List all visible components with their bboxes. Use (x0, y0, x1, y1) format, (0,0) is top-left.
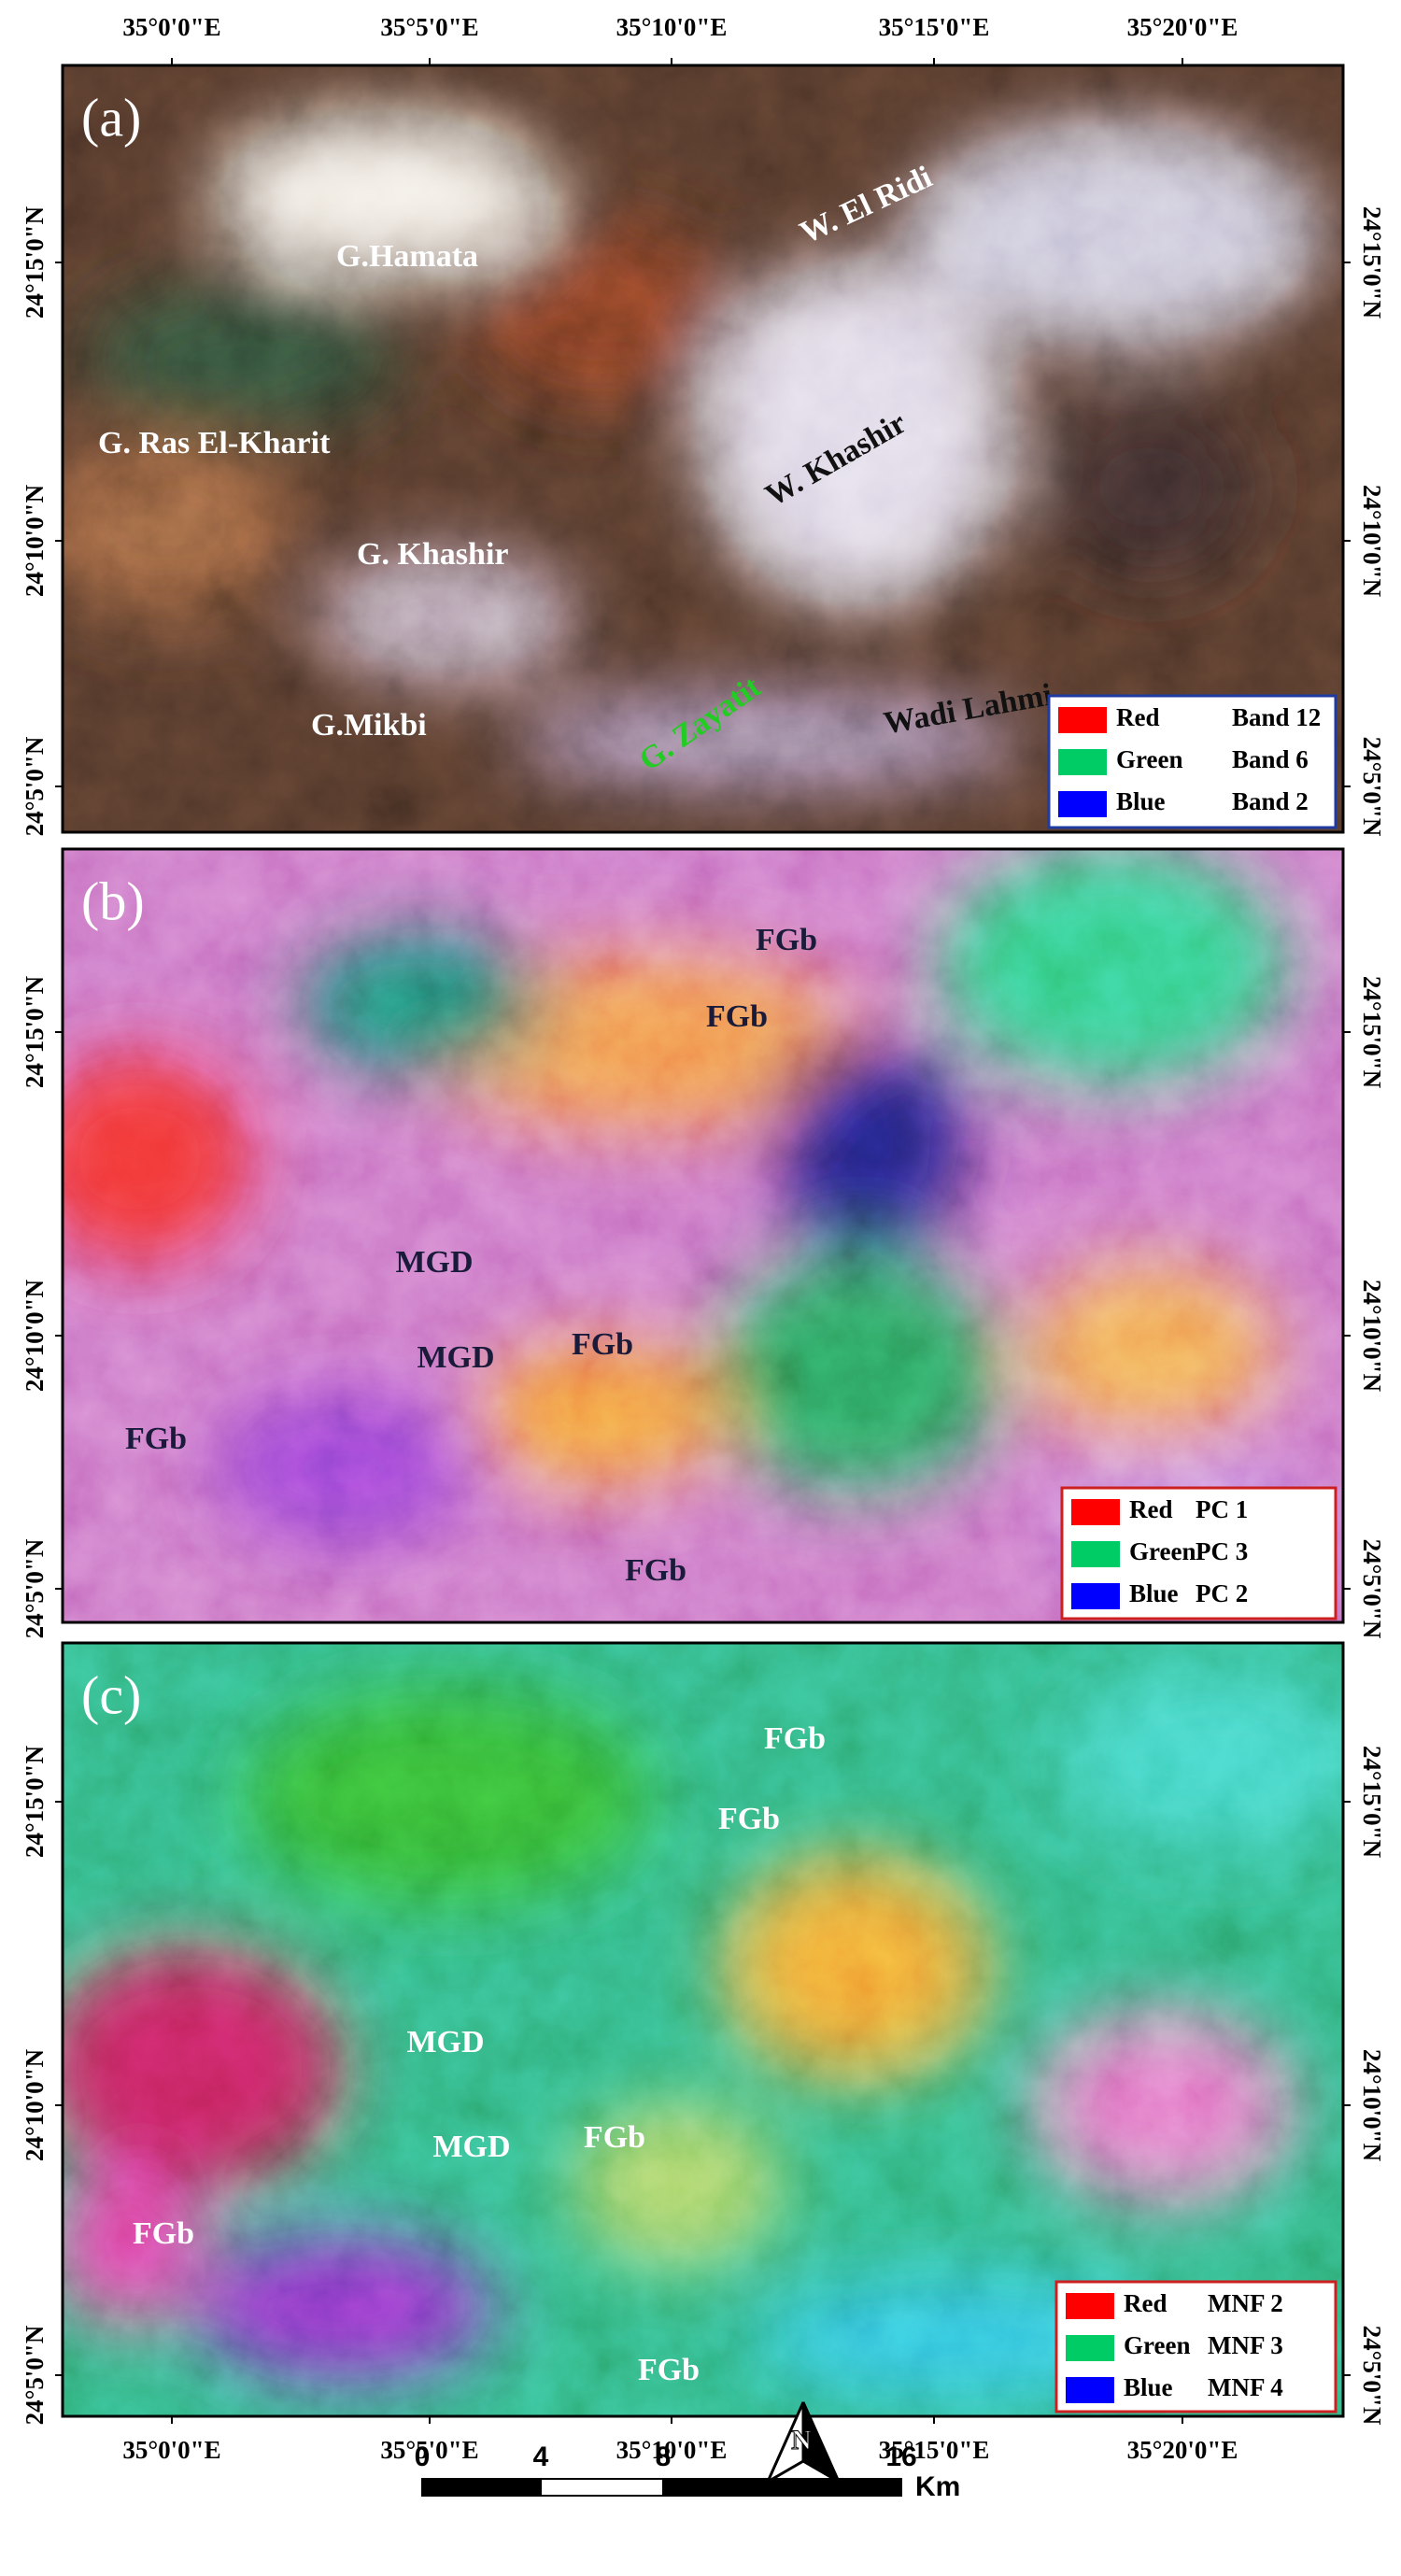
place-label: MGD (395, 1245, 473, 1280)
place-label: FGb (584, 2120, 645, 2155)
legend-channel: Red (1129, 1495, 1173, 1523)
scale-unit: Km (915, 2471, 960, 2502)
place-label: FGb (638, 2353, 700, 2387)
legend-channel: Red (1124, 2289, 1168, 2317)
place-label: FGb (718, 1802, 780, 1836)
place-label: MGD (432, 2130, 510, 2164)
longitude-label: 35°15'0"E (879, 13, 990, 41)
latitude-label: 24°15'0"N (1358, 206, 1386, 319)
legend-swatch (1058, 707, 1107, 733)
place-label: G.Mikbi (311, 708, 427, 743)
place-label: FGb (572, 1327, 633, 1362)
scale-label: 16 (885, 2442, 916, 2472)
latitude-label: 24°5'0"N (21, 736, 49, 836)
latitude-label: 24°5'0"N (1358, 2326, 1386, 2426)
legend-source: MNF 2 (1208, 2289, 1283, 2317)
place-label: MGD (406, 2025, 484, 2059)
legend-source: PC 1 (1196, 1495, 1248, 1523)
latitude-label: 24°5'0"N (1358, 737, 1386, 837)
north-arrow (764, 2401, 842, 2485)
latitude-label: 24°15'0"N (21, 1745, 49, 1858)
latitude-label: 24°10'0"N (21, 484, 49, 597)
latitude-label: 24°5'0"N (1358, 1539, 1386, 1639)
latitude-label: 24°5'0"N (21, 2325, 49, 2425)
legend-source: PC 3 (1196, 1537, 1248, 1565)
legend-channel: Green (1129, 1537, 1196, 1565)
place-label: MGD (417, 1340, 494, 1375)
legend-channel: Green (1124, 2331, 1190, 2359)
place-label: FGb (764, 1721, 826, 1756)
imagery (63, 65, 1343, 832)
place-label: G.Hamata (336, 239, 478, 274)
legend-source: MNF 3 (1208, 2331, 1283, 2359)
latitude-label: 24°15'0"N (21, 205, 49, 318)
latitude-label: 24°15'0"N (21, 975, 49, 1088)
scale-bar (421, 2478, 902, 2497)
scale-label: 0 (415, 2442, 431, 2472)
place-label: FGb (133, 2216, 194, 2251)
legend-channel: Blue (1124, 2373, 1173, 2401)
longitude-label: 35°20'0"E (1127, 2436, 1238, 2464)
longitude-label: 35°0'0"E (122, 2436, 220, 2464)
legend-swatch (1071, 1541, 1120, 1567)
legend-source: Band 6 (1232, 745, 1309, 773)
longitude-label: 35°20'0"E (1127, 13, 1238, 41)
legend-swatch (1066, 2377, 1114, 2403)
legend-source: Band 2 (1232, 787, 1309, 815)
legend-source: PC 2 (1196, 1579, 1248, 1607)
latitude-label: 24°10'0"N (21, 1279, 49, 1392)
place-label: G. Khashir (357, 537, 508, 572)
scale-label: 8 (656, 2442, 672, 2472)
north-label: N (791, 2425, 812, 2456)
latitude-label: 24°5'0"N (21, 1538, 49, 1638)
legend-swatch (1071, 1583, 1120, 1609)
panel-frame (61, 64, 1345, 834)
panel-label: (a) (81, 87, 141, 148)
latitude-label: 24°15'0"N (1358, 1746, 1386, 1859)
latitude-label: 24°15'0"N (1358, 976, 1386, 1089)
legend-channel: Red (1116, 703, 1160, 731)
legend-channel: Blue (1129, 1579, 1179, 1607)
latitude-label: 24°10'0"N (1358, 485, 1386, 598)
latitude-label: 24°10'0"N (1358, 1280, 1386, 1393)
panel-label: (b) (81, 870, 145, 931)
latitude-label: 24°10'0"N (1358, 2049, 1386, 2162)
longitude-label: 35°5'0"E (380, 13, 478, 41)
longitude-label: 35°0'0"E (122, 13, 220, 41)
legend-swatch (1066, 2293, 1114, 2319)
place-label: FGb (125, 1422, 187, 1456)
scale-label: 4 (533, 2442, 549, 2472)
longitude-label: 35°10'0"E (616, 13, 728, 41)
longitude-label: 35°5'0"E (380, 2436, 478, 2464)
legend-swatch (1071, 1499, 1120, 1525)
panel-frame (61, 847, 1345, 1624)
legend-source: Band 12 (1232, 703, 1321, 731)
place-label: FGb (706, 999, 768, 1034)
panel-frame (61, 1641, 1345, 2418)
longitude-label: 35°15'0"E (879, 2436, 990, 2464)
place-label: FGb (756, 923, 817, 957)
place-label: G. Ras El-Kharit (98, 426, 331, 460)
panel-label: (c) (81, 1664, 141, 1725)
longitude-label: 35°10'0"E (616, 2436, 728, 2464)
place-label: FGb (625, 1553, 686, 1588)
legend-swatch (1058, 791, 1107, 817)
legend-swatch (1066, 2335, 1114, 2361)
latitude-label: 24°10'0"N (21, 2048, 49, 2161)
legend-source: MNF 4 (1208, 2373, 1283, 2401)
legend-channel: Blue (1116, 787, 1166, 815)
legend-swatch (1058, 749, 1107, 775)
legend-channel: Green (1116, 745, 1182, 773)
